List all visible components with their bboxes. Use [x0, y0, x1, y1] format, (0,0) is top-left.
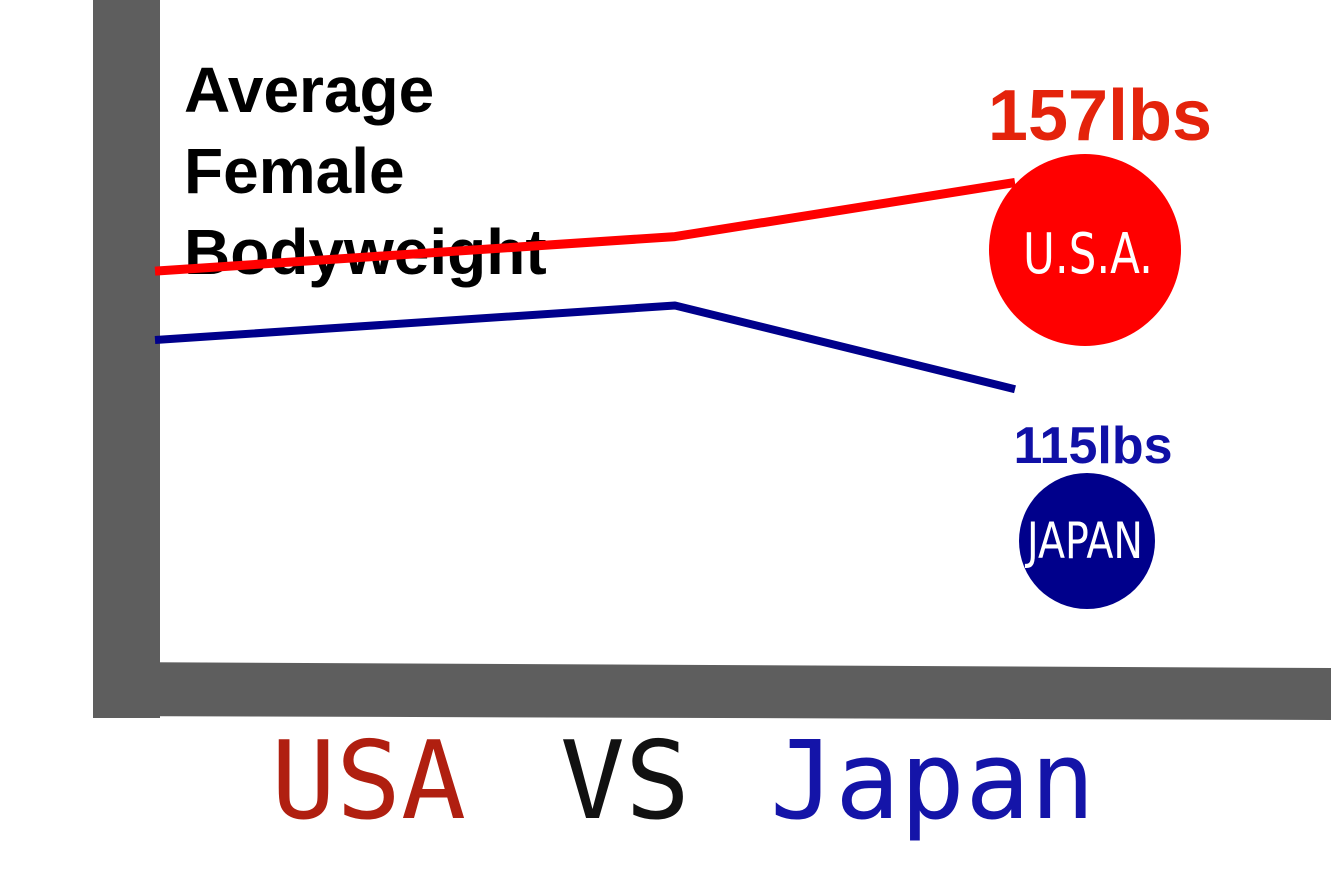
series-line-japan: [154, 301, 1016, 394]
series-bubble-usa: [989, 154, 1181, 346]
x-axis: [93, 662, 1331, 720]
series-line-usa: [154, 178, 1016, 276]
y-axis: [93, 0, 160, 718]
value-label-japan: 115lbs: [1013, 417, 1172, 475]
chart-title-line-2: Female: [184, 135, 405, 207]
caption-vs: VS: [560, 719, 690, 844]
caption-usa: USA: [271, 719, 466, 844]
series-bubble-japan: [1019, 473, 1155, 609]
value-label-usa: 157lbs: [988, 76, 1212, 156]
chart-title-line-1: Average: [184, 54, 434, 126]
bubble-label-japan: JAPAN: [1025, 512, 1143, 570]
caption-japan: Japan: [770, 719, 1095, 844]
bubble-label-usa: U.S.A.: [1023, 222, 1153, 287]
